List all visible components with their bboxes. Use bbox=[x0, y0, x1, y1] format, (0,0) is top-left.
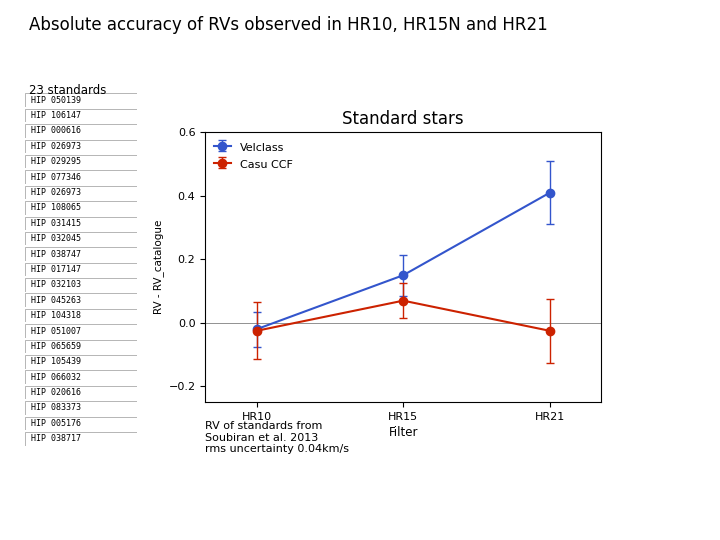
FancyBboxPatch shape bbox=[25, 124, 137, 138]
Text: HIP 104318: HIP 104318 bbox=[31, 311, 81, 320]
Y-axis label: RV - RV_catalogue: RV - RV_catalogue bbox=[153, 220, 164, 314]
Text: HIP 045263: HIP 045263 bbox=[31, 296, 81, 305]
Text: RV of standards from
Soubiran et al. 2013
rms uncertainty 0.04km/s: RV of standards from Soubiran et al. 201… bbox=[205, 421, 349, 454]
Title: Standard stars: Standard stars bbox=[343, 110, 464, 128]
FancyBboxPatch shape bbox=[25, 370, 137, 384]
Text: HIP 050139: HIP 050139 bbox=[31, 96, 81, 105]
FancyBboxPatch shape bbox=[25, 401, 137, 415]
X-axis label: Filter: Filter bbox=[389, 426, 418, 439]
Text: HIP 031415: HIP 031415 bbox=[31, 219, 81, 228]
Text: HIP 077346: HIP 077346 bbox=[31, 173, 81, 181]
FancyBboxPatch shape bbox=[25, 278, 137, 292]
Text: Absolute accuracy of RVs observed in HR10, HR15N and HR21: Absolute accuracy of RVs observed in HR1… bbox=[29, 16, 547, 34]
Legend: Velclass, Casu CCF: Velclass, Casu CCF bbox=[211, 138, 296, 173]
FancyBboxPatch shape bbox=[25, 186, 137, 199]
Text: HIP 108065: HIP 108065 bbox=[31, 204, 81, 212]
FancyBboxPatch shape bbox=[25, 386, 137, 400]
Text: 23 standards: 23 standards bbox=[29, 84, 106, 97]
Text: HIP 020616: HIP 020616 bbox=[31, 388, 81, 397]
FancyBboxPatch shape bbox=[25, 232, 137, 245]
FancyBboxPatch shape bbox=[25, 263, 137, 276]
Text: HIP 065659: HIP 065659 bbox=[31, 342, 81, 351]
Text: HIP 106147: HIP 106147 bbox=[31, 111, 81, 120]
FancyBboxPatch shape bbox=[25, 324, 137, 338]
FancyBboxPatch shape bbox=[25, 93, 137, 107]
Text: HIP 017147: HIP 017147 bbox=[31, 265, 81, 274]
Text: HIP 032103: HIP 032103 bbox=[31, 280, 81, 289]
FancyBboxPatch shape bbox=[25, 355, 137, 369]
Text: HIP 051007: HIP 051007 bbox=[31, 327, 81, 335]
Text: HIP 026973: HIP 026973 bbox=[31, 188, 81, 197]
Text: HIP 066032: HIP 066032 bbox=[31, 373, 81, 382]
Text: HIP 005176: HIP 005176 bbox=[31, 419, 81, 428]
Text: HIP 038747: HIP 038747 bbox=[31, 249, 81, 259]
FancyBboxPatch shape bbox=[25, 294, 137, 307]
FancyBboxPatch shape bbox=[25, 140, 137, 153]
Text: HIP 038717: HIP 038717 bbox=[31, 434, 81, 443]
FancyBboxPatch shape bbox=[25, 217, 137, 230]
FancyBboxPatch shape bbox=[25, 247, 137, 261]
Text: HIP 029295: HIP 029295 bbox=[31, 157, 81, 166]
Text: HIP 026973: HIP 026973 bbox=[31, 142, 81, 151]
FancyBboxPatch shape bbox=[25, 155, 137, 168]
FancyBboxPatch shape bbox=[25, 340, 137, 353]
FancyBboxPatch shape bbox=[25, 109, 137, 122]
Text: HIP 000616: HIP 000616 bbox=[31, 126, 81, 136]
FancyBboxPatch shape bbox=[25, 309, 137, 322]
FancyBboxPatch shape bbox=[25, 171, 137, 184]
FancyBboxPatch shape bbox=[25, 417, 137, 430]
Text: HIP 032045: HIP 032045 bbox=[31, 234, 81, 243]
FancyBboxPatch shape bbox=[25, 432, 137, 445]
FancyBboxPatch shape bbox=[25, 201, 137, 215]
Text: HIP 105439: HIP 105439 bbox=[31, 357, 81, 366]
Text: HIP 083373: HIP 083373 bbox=[31, 403, 81, 413]
